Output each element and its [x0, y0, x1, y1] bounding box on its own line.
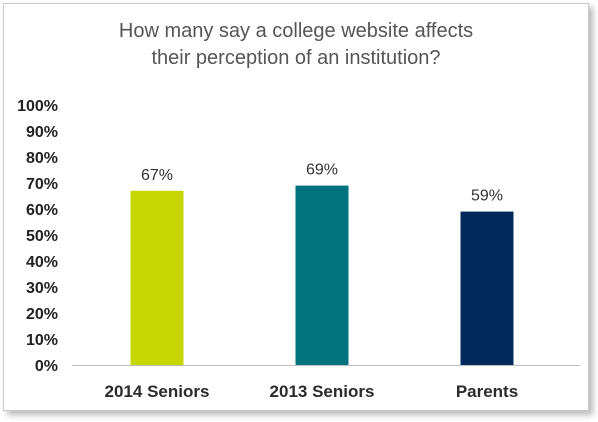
y-tick-label: 0%: [35, 358, 58, 375]
data-label: 69%: [306, 162, 338, 179]
bar: [130, 190, 184, 365]
x-tick-label: Parents: [456, 382, 518, 401]
chart-title: How many say a college website affects t…: [4, 18, 588, 72]
y-tick-label: 30%: [26, 280, 58, 297]
bar: [460, 211, 514, 365]
y-tick-label: 100%: [17, 98, 58, 115]
y-tick-label: 70%: [26, 176, 58, 193]
data-label: 59%: [471, 188, 503, 205]
x-tick-label: 2014 Seniors: [105, 382, 210, 401]
data-label: 67%: [141, 167, 173, 184]
x-tick-label: 2013 Seniors: [270, 382, 375, 401]
y-tick-label: 10%: [26, 332, 58, 349]
y-tick-label: 40%: [26, 254, 58, 271]
chart-title-line-2: their perception of an institution?: [151, 47, 441, 69]
y-tick-label: 90%: [26, 124, 58, 141]
y-tick-label: 50%: [26, 228, 58, 245]
y-tick-label: 20%: [26, 306, 58, 323]
bar: [295, 185, 349, 365]
chart-title-line-1: How many say a college website affects: [118, 20, 474, 42]
y-tick-label: 80%: [26, 150, 58, 167]
y-tick-label: 60%: [26, 202, 58, 219]
